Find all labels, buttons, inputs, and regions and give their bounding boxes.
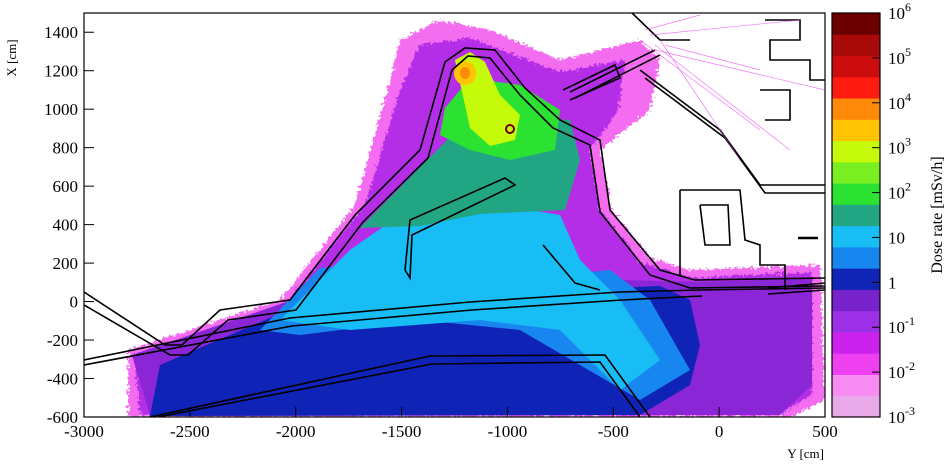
colorbar-tick-base: 10 (888, 184, 905, 203)
y-tick-label: 1200 (44, 62, 78, 81)
y-tick-label: 1000 (44, 100, 78, 119)
colorbar-tick-base: 10 (888, 4, 905, 23)
scatter-streaks (639, 14, 825, 161)
colorbar-segment (832, 268, 880, 290)
x-axis-label: Y [cm] (787, 446, 824, 461)
colorbar-segment (832, 204, 880, 227)
colorbar-segment (832, 395, 880, 418)
region-source-marker (505, 124, 515, 134)
y-tick-label: -200 (47, 331, 78, 350)
x-axis-ticks: -3000 -2500 -2000 -1500 -1000 -500 0 500 (64, 407, 838, 441)
y-tick-label: 1400 (44, 23, 78, 42)
colorbar-tick-exponent: 6 (905, 0, 911, 14)
x-tick-label: -2500 (170, 422, 210, 441)
region-hotspot-core (460, 67, 470, 79)
colorbar-tick-label: 102 (888, 180, 911, 203)
x-tick-label: -2000 (276, 422, 316, 441)
colorbar-tick-base: 10 (888, 228, 905, 247)
colorbar-frame (831, 12, 881, 418)
colorbar-tick-base: 10 (888, 363, 905, 382)
colorbar-segment (832, 140, 880, 163)
colorbar-tick-base: 10 (888, 139, 905, 158)
x-tick-label: 0 (715, 422, 724, 441)
region-light-blue (280, 200, 660, 390)
y-tick-label: 0 (70, 293, 79, 312)
y-tick-label: 400 (53, 216, 79, 235)
colorbar-tick-base: 1 (888, 273, 897, 292)
plot-frame (83, 12, 826, 418)
colorbar-tick-exponent: -1 (905, 314, 915, 328)
plot-area (83, 12, 826, 418)
colorbar-tick-exponent: 2 (905, 180, 911, 194)
y-tick-label: -600 (47, 408, 78, 427)
colorbar-tick-exponent: -3 (905, 404, 915, 418)
x-tick-label: -500 (598, 422, 629, 441)
colorbar-tick-exponent: 3 (905, 135, 911, 149)
colorbar-label: Dose rate [mSv/h] (929, 156, 946, 273)
colorbar-segment (832, 289, 880, 312)
colorbar-tick-base: 10 (888, 408, 905, 427)
colorbar-tick-label: 10-3 (888, 404, 915, 427)
colorbar-tick-exponent: -2 (905, 359, 915, 373)
dose-map (84, 13, 825, 417)
x-tick-label: 500 (812, 422, 838, 441)
colorbar-segment (832, 183, 880, 205)
colorbar-segment (832, 76, 880, 99)
colorbar-tick-label: 104 (888, 90, 911, 113)
y-tick-label: 200 (53, 254, 79, 273)
y-axis-ticks: -600 -400 -200 0 200 400 600 800 1000 1200 1400 (44, 23, 94, 427)
colorbar-tick-base: 10 (888, 318, 905, 337)
colorbar-tick-label: 10 (888, 228, 905, 247)
colorbar-tick-label: 1 (888, 273, 897, 292)
colorbar-tick-base: 10 (888, 49, 905, 68)
colorbar-segment (832, 55, 880, 78)
y-tick-label: -400 (47, 370, 78, 389)
colorbar-segment (832, 374, 880, 397)
colorbar-segment (832, 13, 880, 35)
colorbar-segment (832, 353, 880, 375)
wall-outlines (84, 13, 825, 417)
colorbar-tick-label: 105 (888, 45, 911, 68)
colorbar-tick-label: 103 (888, 135, 911, 158)
y-tick-label: 800 (53, 139, 79, 158)
colorbar-segment (832, 161, 880, 184)
x-tick-label: -1000 (488, 422, 528, 441)
colorbar-tick-label: 10-2 (888, 359, 915, 382)
colorbar-segment (832, 98, 880, 120)
colorbar-tick-label: 106 (888, 0, 911, 23)
colorbar-tick-label: 10-1 (888, 314, 915, 337)
colorbar-segment (832, 246, 880, 269)
colorbar-segment (832, 225, 880, 248)
colorbar-segment (832, 331, 880, 354)
colorbar-tick-exponent: 5 (905, 45, 911, 59)
x-tick-label: -3000 (64, 422, 104, 441)
colorbar-segment (832, 119, 880, 142)
colorbar-segment (832, 310, 880, 333)
x-tick-label: -1500 (382, 422, 422, 441)
colorbar-tick-base: 10 (888, 94, 905, 113)
colorbar (831, 12, 881, 418)
colorbar-tick-exponent: 4 (905, 90, 911, 104)
colorbar-segment (832, 34, 880, 57)
y-axis-label: X [cm] (4, 39, 19, 76)
y-tick-label: 600 (53, 177, 79, 196)
